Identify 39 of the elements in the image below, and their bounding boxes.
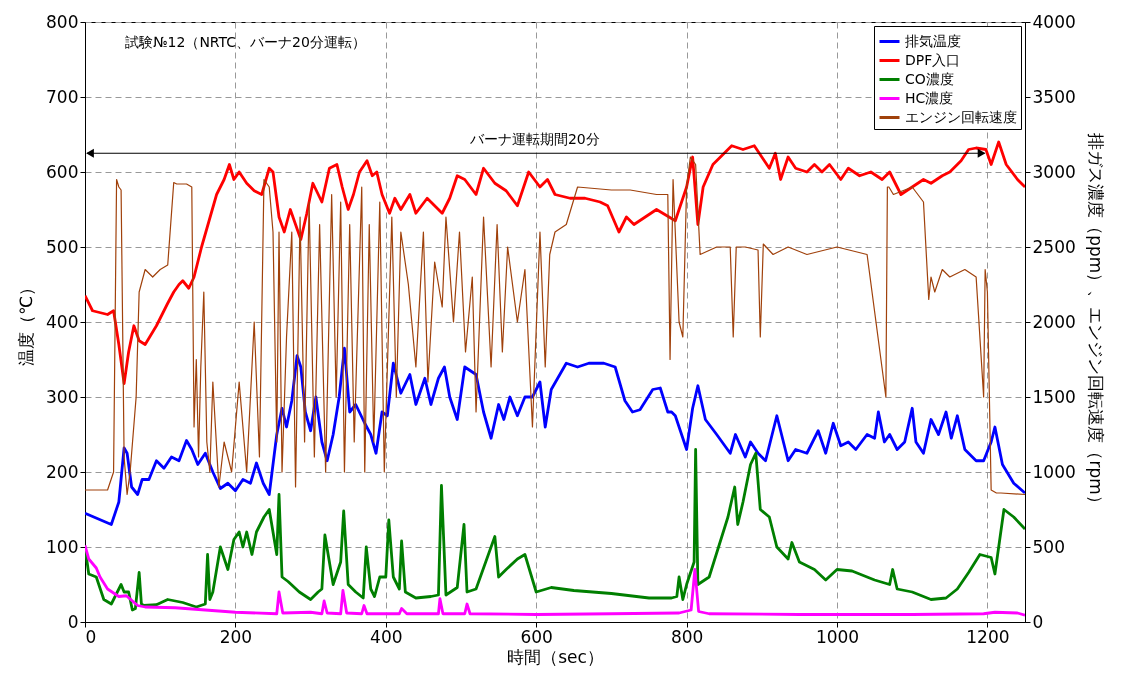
y-tick-label: 100 (46, 536, 79, 557)
x-tick-label: 600 (520, 626, 553, 647)
y-tick-label: 400 (46, 311, 79, 332)
x-axis-title: 時間（sec） (507, 646, 604, 667)
y2-tick-label: 2000 (1032, 311, 1076, 332)
y2-axis-title: 排ガス濃度（ppm）、エンジン回転速度（rpm） (1085, 133, 1106, 512)
x-tick-label: 1200 (966, 626, 1010, 647)
y-tick-label: 0 (67, 611, 79, 632)
ref-line-label: バーナ運転期間20分 (468, 131, 600, 148)
legend-label: エンジン回転速度 (905, 108, 1017, 125)
line-series (85, 448, 1025, 612)
y2-tick-label: 2500 (1032, 236, 1076, 257)
x-tick-label: 400 (370, 626, 403, 647)
y2-tick-label: 4000 (1032, 11, 1076, 32)
y-tick-label: 200 (46, 461, 79, 482)
x-tick-label: 800 (670, 626, 704, 647)
legend-label: 排気温度 (905, 32, 961, 49)
y-tick-label: 700 (46, 86, 79, 107)
x-tick-label: 0 (85, 626, 97, 647)
y2-tick-label: 1000 (1032, 461, 1076, 482)
y2-tick-label: 500 (1032, 536, 1065, 557)
y2-tick-label: 1500 (1032, 386, 1076, 407)
y2-tick-label: 3500 (1032, 86, 1076, 107)
line-series (85, 346, 1025, 526)
y-tick-label: 300 (46, 386, 79, 407)
line-series (85, 544, 1025, 617)
line-series (85, 156, 1025, 496)
annotation: 試験№12（NRTC、バーナ20分運転） (125, 34, 366, 50)
legend-label: HC濃度 (905, 89, 954, 106)
y2-tick-label: 0 (1032, 611, 1044, 632)
legend-label: CO濃度 (905, 70, 954, 87)
legend-label: DPF入口 (905, 51, 961, 68)
y-tick-label: 500 (46, 236, 79, 257)
y-axis-title: 温度（℃） (16, 278, 37, 367)
x-tick-label: 1000 (815, 626, 860, 647)
y2-tick-label: 3000 (1032, 161, 1076, 182)
y-tick-label: 600 (46, 161, 79, 182)
y-tick-label: 800 (46, 11, 79, 32)
x-tick-label: 200 (219, 626, 253, 647)
